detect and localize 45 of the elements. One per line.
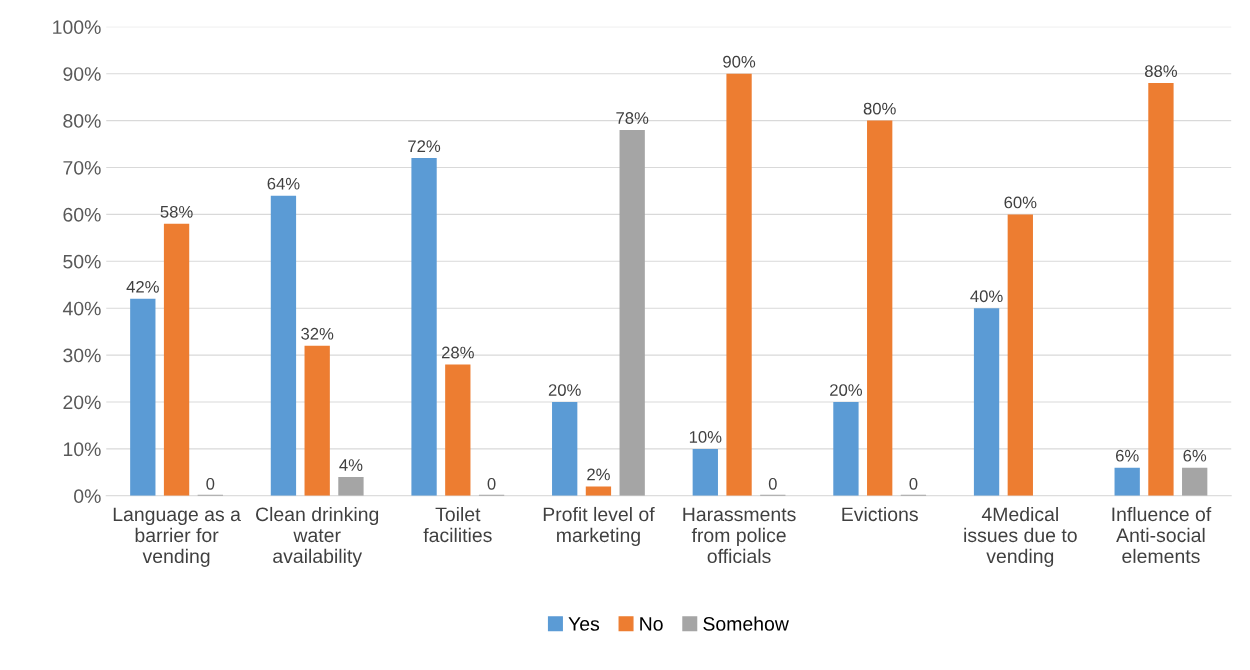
legend-label: Somehow xyxy=(703,616,789,631)
x-tick-label: Harassments from police officials xyxy=(683,507,796,564)
y-tick-label: 70% xyxy=(63,160,101,175)
x-tick-label: Toilet facilities xyxy=(423,506,492,543)
y-tick-label: 50% xyxy=(63,254,101,269)
data-label: 64% xyxy=(267,177,300,190)
data-label: 60% xyxy=(1004,196,1037,209)
data-label: 20% xyxy=(548,384,581,396)
data-label: 90% xyxy=(723,55,756,68)
x-tick-label: 4Medical issues due to vending xyxy=(964,506,1077,567)
y-tick-label: 10% xyxy=(63,442,101,457)
data-label: 2% xyxy=(587,468,610,481)
y-tick-label: 40% xyxy=(62,301,101,316)
x-tick-label: Influence of Anti-social elements xyxy=(1112,506,1212,564)
y-tick-label: 30% xyxy=(63,348,101,363)
x-tick-label: Language as a barrier for vending xyxy=(113,507,241,567)
data-label: 58% xyxy=(160,205,193,218)
x-tick-label: Evictions xyxy=(842,506,918,522)
data-label: 0 xyxy=(768,477,777,490)
data-label: 88% xyxy=(1144,65,1178,78)
y-tick-label: 90% xyxy=(63,67,101,81)
y-tick-label: 0% xyxy=(74,489,101,504)
data-label: 10% xyxy=(689,431,722,443)
y-tick-label: 100% xyxy=(53,20,101,35)
x-tick-label: Profit level of marketing xyxy=(543,506,655,546)
data-label: 72% xyxy=(408,140,441,152)
data-label: 0 xyxy=(909,477,918,490)
data-label: 20% xyxy=(830,384,863,396)
data-label: 0 xyxy=(206,477,215,490)
y-tick-label: 20% xyxy=(63,395,101,410)
data-label: 32% xyxy=(301,327,334,340)
data-label: 80% xyxy=(863,102,896,115)
x-tick-label: Clean drinking water availability xyxy=(256,506,379,567)
data-label: 6% xyxy=(1183,449,1207,462)
data-label: 42% xyxy=(126,280,159,293)
data-label: 28% xyxy=(441,346,474,359)
legend-label: Yes xyxy=(568,617,600,631)
legend-label: No xyxy=(640,617,663,631)
data-label: 4% xyxy=(339,459,363,471)
y-tick-label: 60% xyxy=(63,207,101,222)
data-label: 6% xyxy=(1115,449,1139,462)
data-label: 0 xyxy=(487,477,496,490)
data-label: 78% xyxy=(616,112,649,124)
data-label: 40% xyxy=(970,290,1003,303)
y-tick-label: 80% xyxy=(63,114,101,128)
